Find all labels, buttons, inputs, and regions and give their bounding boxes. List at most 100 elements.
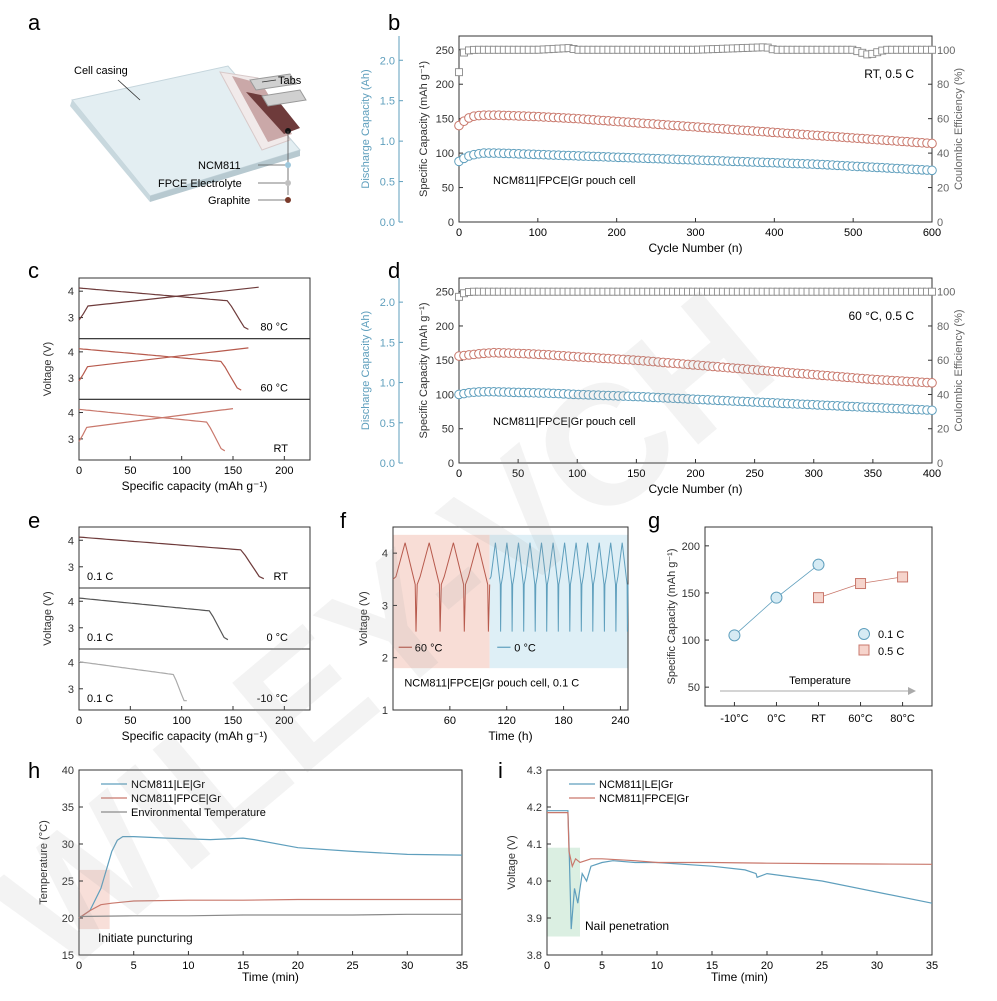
y-tick-label: 4 bbox=[68, 347, 74, 359]
y-axis-label: Voltage (V) bbox=[358, 591, 370, 645]
subplot-frame bbox=[78, 648, 311, 711]
plot-frame bbox=[78, 769, 463, 956]
y-tick-label: 4 bbox=[68, 408, 74, 420]
x-tick-label: 10 bbox=[651, 960, 663, 972]
x-axis-label: Cycle Number (n) bbox=[648, 241, 742, 255]
discharge-curve bbox=[78, 348, 242, 391]
voltage-curve bbox=[392, 542, 491, 632]
x-axis-label: Cycle Number (n) bbox=[648, 482, 742, 496]
y-tick-label: 15 bbox=[62, 950, 74, 962]
x-tick-label: 400 bbox=[923, 468, 941, 480]
y2-tick-label: 20 bbox=[937, 424, 949, 436]
capacity-point-red bbox=[927, 378, 937, 388]
y-tick-label: 4 bbox=[68, 657, 74, 669]
charge-curve bbox=[78, 408, 234, 442]
x-tick-label: 5 bbox=[131, 960, 137, 972]
y-tick-label: 250 bbox=[436, 45, 454, 57]
panel-letter-g: g bbox=[648, 508, 660, 533]
y2-tick-label: 60 bbox=[937, 355, 949, 367]
x-tick-label: 200 bbox=[607, 227, 625, 239]
label-cell-casing: Cell casing bbox=[74, 65, 128, 77]
y-tick-label: 20 bbox=[62, 913, 74, 925]
y3-tick-label: 2.0 bbox=[380, 55, 395, 67]
y3-tick-label: 1.5 bbox=[380, 96, 395, 108]
x-tick-label: 20 bbox=[292, 960, 304, 972]
legend-label: NCM811|LE|Gr bbox=[131, 779, 205, 791]
y-tick-label: 1 bbox=[382, 705, 388, 717]
y-tick-label: 4 bbox=[68, 286, 74, 298]
condition-label: RT bbox=[274, 443, 289, 455]
y-tick-label: 0 bbox=[448, 217, 454, 229]
point-0.1c bbox=[728, 629, 741, 642]
discharge-curve bbox=[78, 597, 229, 641]
y-tick-label: 0 bbox=[448, 458, 454, 470]
x-tick-label: 100 bbox=[568, 468, 586, 480]
x-tick-label: 50 bbox=[124, 715, 136, 727]
x-tick-label: 100 bbox=[172, 715, 190, 727]
category-label: 80°C bbox=[890, 713, 915, 725]
x-axis-label: Specific capacity (mAh g⁻¹) bbox=[122, 479, 268, 493]
y-axis-label: Specific Capacity (mAh g⁻¹) bbox=[666, 548, 678, 684]
y3-tick-label: 0.0 bbox=[380, 217, 395, 229]
plot-frame bbox=[546, 769, 933, 956]
y2-tick-label: 100 bbox=[937, 45, 955, 57]
x-tick-label: 50 bbox=[124, 465, 136, 477]
y-tick-label: 3 bbox=[68, 562, 74, 574]
series-line bbox=[547, 812, 933, 869]
panel-letter-i: i bbox=[498, 758, 503, 783]
inner-label: NCM811|FPCE|Gr pouch cell bbox=[493, 416, 635, 428]
legend-marker-0.5c bbox=[858, 644, 870, 656]
voltage-curve bbox=[489, 542, 629, 632]
x-tick-label: 35 bbox=[926, 960, 938, 972]
y-tick-label: 150 bbox=[682, 588, 700, 600]
condition-label: 0 °C bbox=[266, 632, 288, 644]
y3-tick-label: 1.0 bbox=[380, 378, 395, 390]
legend-label-60c: 60 °C bbox=[415, 642, 443, 654]
x-tick-label: 0 bbox=[76, 715, 82, 727]
y-tick-label: 200 bbox=[436, 321, 454, 333]
y-tick-label: 250 bbox=[436, 287, 454, 299]
capacity-point-red bbox=[927, 138, 937, 149]
y-tick-label: 2 bbox=[382, 653, 388, 665]
legend-label: NCM811|FPCE|Gr bbox=[599, 793, 689, 805]
panel-letter-a: a bbox=[28, 10, 41, 35]
y-axis-label: Temperature (°C) bbox=[38, 820, 50, 904]
capacity-point-blue bbox=[927, 405, 937, 416]
x-tick-label: 120 bbox=[498, 715, 516, 727]
y3-tick-label: 1.0 bbox=[380, 136, 395, 148]
y-tick-label: 4 bbox=[68, 596, 74, 608]
x-tick-label: 150 bbox=[627, 468, 645, 480]
y3-tick-label: 0.5 bbox=[380, 177, 395, 189]
efficiency-point bbox=[928, 45, 936, 54]
y2-tick-label: 80 bbox=[937, 321, 949, 333]
annotation: 60 °C, 0.5 C bbox=[849, 309, 915, 323]
y2-tick-label: 40 bbox=[937, 148, 949, 160]
y-tick-label: 3 bbox=[382, 600, 388, 612]
x-tick-label: 300 bbox=[686, 227, 704, 239]
y-tick-label: 4.1 bbox=[527, 839, 542, 851]
chart-nail-voltage: 0 5 10 15 20 25 30 35 3.8 3.9 4.0 4.1 4.2 4.3 Voltage … bbox=[506, 765, 938, 984]
x-tick-label: 25 bbox=[816, 960, 828, 972]
efficiency-point bbox=[455, 68, 463, 77]
y-tick-label: 3 bbox=[68, 434, 74, 446]
y-tick-label: 100 bbox=[682, 635, 700, 647]
category-label: 60°C bbox=[848, 713, 873, 725]
legend-label: NCM811|LE|Gr bbox=[599, 779, 673, 791]
efficiency-point bbox=[928, 287, 936, 296]
legend-marker-0.1c bbox=[858, 628, 870, 640]
x-tick-label: 20 bbox=[761, 960, 773, 972]
legend-label-0c: 0 °C bbox=[514, 642, 536, 654]
watermark: WILEY-VCH bbox=[0, 256, 807, 1001]
y-tick-label: 50 bbox=[442, 183, 454, 195]
temperature-arrowhead bbox=[908, 687, 916, 695]
arrow-label: Temperature bbox=[789, 675, 851, 687]
y2-tick-label: 100 bbox=[937, 287, 955, 299]
label-ncm811: NCM811 bbox=[198, 160, 241, 172]
y-axis-label: Voltage (V) bbox=[42, 591, 54, 645]
chart-cycling-rt: 0 100 200 300 400 500 600050100150200250020406… bbox=[360, 35, 965, 255]
x-tick-label: 5 bbox=[599, 960, 605, 972]
rate-label: 0.1 C bbox=[87, 571, 113, 583]
y-tick-label: 4 bbox=[382, 548, 388, 560]
y-tick-label: 3.8 bbox=[527, 950, 542, 962]
chart-voltage-temperatures: 3 4 80 °C 3 4 60 °C 3 4 RT 0 50 100 150 200 Voltage (V… bbox=[42, 277, 311, 493]
